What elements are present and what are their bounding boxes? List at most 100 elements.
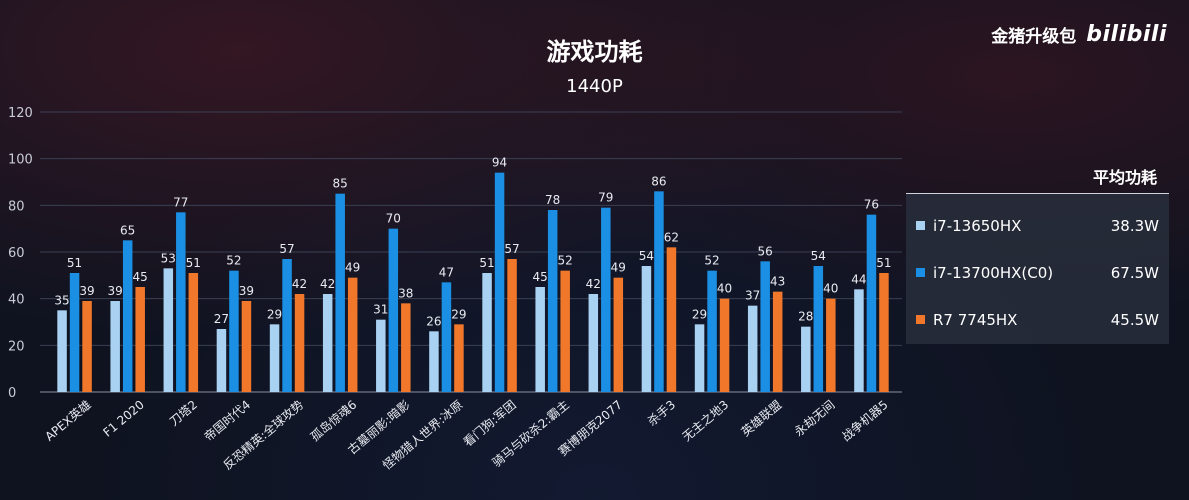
bar [376, 319, 386, 392]
bar [494, 172, 505, 392]
x-tick-label: APEX英雄 [42, 397, 94, 444]
y-tick-label: 20 [8, 339, 25, 354]
data-label: 31 [373, 303, 388, 317]
legend-item-value: 38.3W [1110, 216, 1159, 235]
bar [110, 301, 120, 392]
data-label: 78 [545, 193, 560, 207]
bar [641, 266, 652, 392]
bar [82, 301, 92, 392]
bar [229, 270, 239, 392]
data-label: 40 [717, 282, 732, 296]
bar [135, 287, 145, 392]
bar [269, 324, 280, 392]
data-label: 65 [120, 223, 135, 237]
data-label: 85 [333, 177, 348, 191]
data-label: 44 [851, 272, 866, 286]
data-label: 62 [664, 230, 679, 244]
bar [69, 273, 80, 392]
bar [535, 287, 545, 392]
bar [854, 289, 864, 392]
legend-item-name: i7-13700HX(C0) [933, 263, 1054, 282]
data-label: 43 [770, 275, 785, 289]
data-label: 45 [533, 270, 548, 284]
x-tick-label: 帝国时代4 [201, 397, 253, 444]
bar [176, 212, 186, 392]
y-tick-label: 80 [8, 199, 25, 214]
legend-swatch [916, 268, 925, 277]
legend-item: R7 7745HX 45.5W [906, 296, 1169, 343]
bar [216, 329, 227, 392]
x-tick-label: 无主之地3 [680, 398, 732, 444]
data-label: 37 [745, 289, 760, 303]
y-tick-label: 120 [8, 106, 33, 121]
bar [707, 270, 717, 392]
bar [588, 294, 599, 392]
data-label: 35 [54, 293, 69, 307]
data-label: 29 [451, 307, 466, 321]
data-label: 51 [67, 256, 82, 270]
x-tick-label: 永劫无间 [792, 398, 838, 440]
data-label: 29 [267, 307, 282, 321]
bar [547, 210, 558, 392]
data-label: 42 [586, 277, 601, 291]
bar [454, 324, 464, 392]
bar [866, 214, 877, 392]
bar [401, 303, 411, 392]
bar [719, 298, 730, 392]
data-label: 49 [345, 261, 360, 275]
data-label: 28 [798, 310, 813, 324]
data-label: 51 [479, 256, 494, 270]
data-label: 27 [214, 312, 229, 326]
bar [441, 282, 452, 392]
bar [826, 298, 836, 392]
data-label: 51 [186, 256, 201, 270]
legend-item-value: 67.5W [1110, 263, 1159, 282]
data-label: 49 [611, 261, 626, 275]
bar [666, 247, 677, 392]
data-label: 52 [704, 254, 719, 268]
x-tick-label: 英雄联盟 [738, 397, 784, 439]
data-label: 47 [439, 265, 454, 279]
bar [188, 273, 199, 392]
data-label: 45 [133, 270, 148, 284]
data-label: 79 [598, 191, 613, 205]
legend-item: i7-13650HX 38.3W [906, 202, 1169, 249]
data-label: 42 [292, 277, 307, 291]
y-tick-label: 100 [8, 153, 33, 168]
bar [294, 294, 305, 392]
bar [241, 301, 252, 392]
brand-text: 金猪升级包 [991, 27, 1077, 47]
bar [613, 277, 624, 392]
brand-watermark: 金猪升级包 bilibili [991, 22, 1167, 47]
bar [429, 331, 439, 392]
chart-title: 游戏功耗 [546, 38, 643, 66]
data-label: 39 [108, 284, 123, 298]
legend-item-name: i7-13650HX [933, 216, 1022, 235]
bar [335, 193, 345, 392]
legend-title: 平均功耗 [906, 158, 1169, 194]
y-tick-label: 40 [8, 293, 25, 308]
bar [654, 191, 664, 392]
data-label: 70 [386, 212, 401, 226]
data-label: 51 [876, 256, 891, 270]
x-tick-label: 战争机器5 [839, 398, 891, 444]
data-label: 39 [79, 284, 94, 298]
bar [747, 305, 758, 392]
data-label: 42 [320, 277, 335, 291]
data-label: 57 [279, 242, 294, 256]
bar [507, 259, 517, 392]
bar [163, 268, 174, 392]
data-label: 86 [651, 174, 666, 188]
bar [388, 228, 399, 392]
bar [694, 324, 705, 392]
bar [122, 240, 133, 392]
bar [560, 270, 570, 392]
data-label: 94 [492, 156, 507, 170]
bar [760, 261, 770, 392]
data-label: 39 [239, 284, 254, 298]
legend-swatch [916, 221, 925, 230]
data-label: 26 [426, 314, 441, 328]
legend-body: i7-13650HX 38.3W i7-13700HX(C0) 67.5W R7… [906, 194, 1169, 344]
data-label: 56 [758, 244, 773, 258]
